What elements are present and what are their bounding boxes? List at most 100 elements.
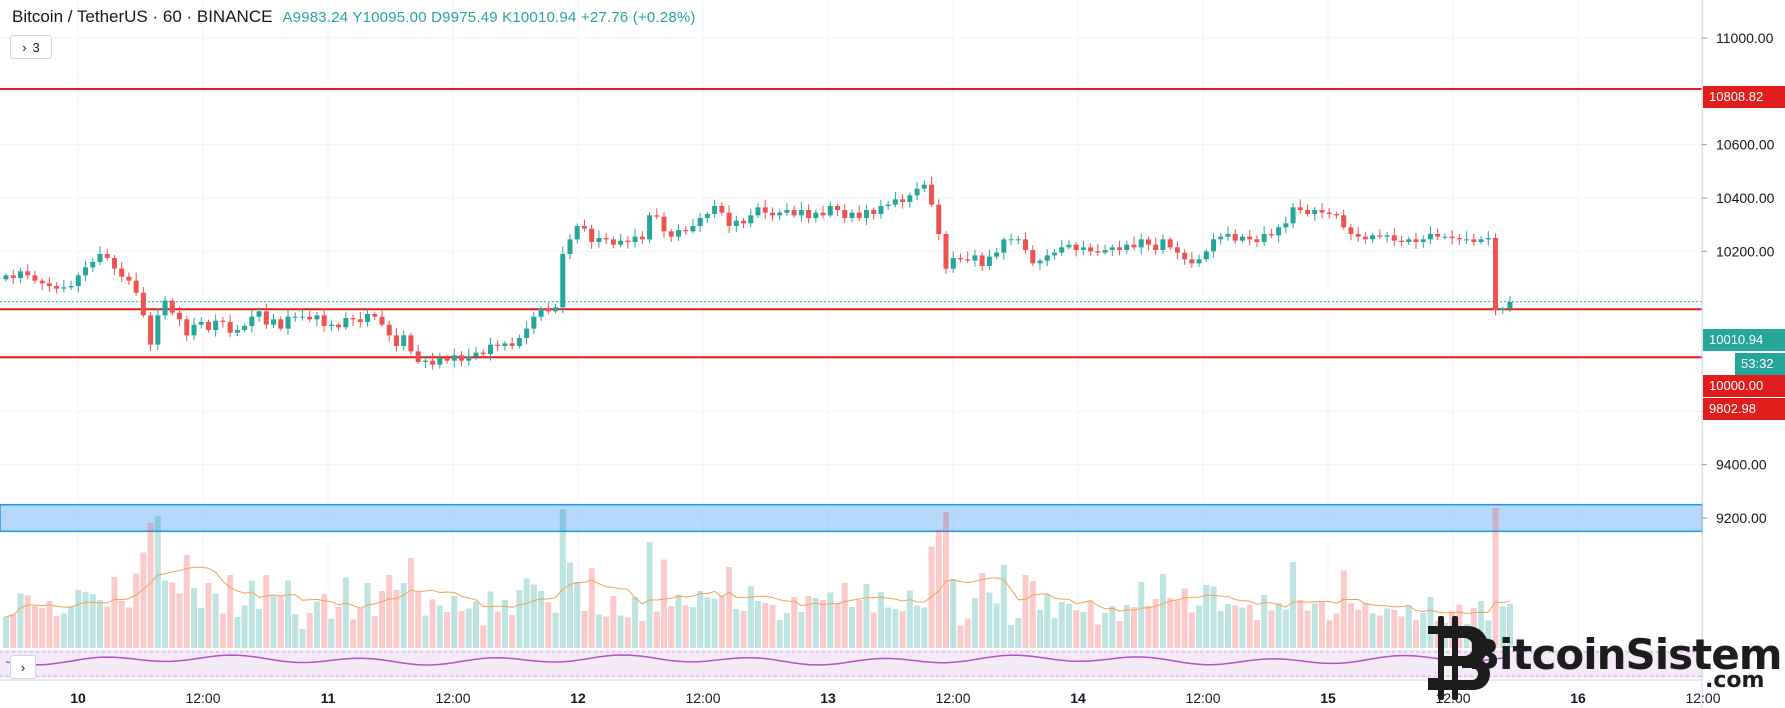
candle-body bbox=[712, 206, 718, 214]
candle-body bbox=[437, 358, 443, 365]
volume-bar bbox=[494, 611, 501, 648]
volume-bar bbox=[1174, 600, 1181, 648]
candle-body bbox=[1297, 207, 1303, 210]
volume-bar bbox=[82, 592, 89, 648]
volume-bar bbox=[1507, 603, 1513, 648]
indicators-toggle-button[interactable]: › 3 bbox=[10, 35, 52, 59]
volume-bar bbox=[1196, 605, 1203, 648]
volume-bar bbox=[1311, 603, 1318, 648]
volume-bar bbox=[436, 605, 443, 648]
candle-body bbox=[791, 210, 797, 216]
candle-body bbox=[133, 280, 139, 293]
volume-bar bbox=[415, 591, 422, 648]
price-tick-label: 9400.00 bbox=[1716, 457, 1767, 473]
candle-body bbox=[994, 252, 1000, 257]
symbol-title[interactable]: Bitcoin / TetherUS · 60 · BINANCE bbox=[12, 7, 273, 26]
candle-body bbox=[285, 316, 291, 329]
candle-body bbox=[1225, 234, 1231, 237]
candle-body bbox=[610, 239, 616, 245]
chevron-right-icon: › bbox=[20, 659, 26, 675]
candle-body bbox=[1131, 244, 1137, 248]
candle-body bbox=[83, 267, 89, 276]
candle-body bbox=[198, 322, 204, 325]
oscillator-toggle-button[interactable]: › bbox=[10, 655, 36, 679]
time-tick-label: 12:00 bbox=[935, 690, 970, 706]
volume-bar bbox=[386, 575, 393, 648]
candle-body bbox=[878, 206, 884, 214]
volume-bar bbox=[726, 567, 733, 648]
volume-bar bbox=[1413, 620, 1419, 648]
volume-bar bbox=[31, 606, 38, 648]
volume-bar bbox=[1340, 570, 1347, 648]
volume-bar bbox=[480, 625, 487, 648]
candle-body bbox=[61, 287, 67, 289]
candle-body bbox=[1500, 308, 1506, 310]
candle-body bbox=[1037, 260, 1043, 264]
volume-bar bbox=[1326, 620, 1333, 648]
volume-bar bbox=[1246, 605, 1253, 648]
round-level-tag: 10000.00 bbox=[1703, 375, 1785, 397]
candle-body bbox=[119, 268, 125, 277]
candle-body bbox=[581, 226, 587, 229]
candle-body bbox=[466, 356, 472, 361]
candle-body bbox=[68, 286, 74, 288]
volume-bar bbox=[1217, 611, 1224, 648]
candle-body bbox=[126, 276, 132, 281]
volume-bar bbox=[1008, 625, 1015, 648]
volume-bar bbox=[1138, 582, 1145, 648]
candle-body bbox=[401, 335, 407, 346]
candle-body bbox=[509, 343, 515, 346]
candle-body bbox=[1109, 247, 1115, 250]
candle-body bbox=[1088, 247, 1094, 252]
candle-body bbox=[177, 312, 183, 320]
volume-bar bbox=[400, 583, 407, 648]
volume-bar bbox=[1022, 575, 1029, 648]
candle-body bbox=[885, 204, 891, 206]
candle-body bbox=[907, 195, 913, 202]
volume-bar bbox=[379, 591, 385, 648]
volume-bar bbox=[1080, 612, 1087, 648]
candle-body bbox=[1001, 239, 1007, 253]
volume-bar bbox=[812, 598, 819, 648]
volume-bar bbox=[964, 618, 971, 648]
volume-bar bbox=[1355, 610, 1362, 648]
volume-bar bbox=[603, 616, 610, 648]
candle-body bbox=[1153, 244, 1159, 250]
volume-bar bbox=[227, 575, 234, 648]
volume-bar bbox=[979, 573, 986, 648]
volume-bar bbox=[1188, 612, 1195, 648]
candle-body bbox=[422, 360, 428, 362]
volume-bar bbox=[17, 593, 24, 648]
candle-body bbox=[936, 204, 942, 234]
candle-body bbox=[806, 210, 812, 218]
volume-bar bbox=[914, 605, 921, 648]
volume-bar bbox=[270, 595, 277, 648]
volume-bar bbox=[133, 573, 140, 648]
volume-bar bbox=[516, 590, 523, 648]
candle-body bbox=[220, 320, 226, 322]
volume-bar bbox=[1492, 508, 1499, 648]
volume-bar bbox=[458, 611, 465, 648]
candle-body bbox=[430, 360, 436, 365]
time-tick-label: 12:00 bbox=[1685, 690, 1720, 706]
candle-body bbox=[148, 315, 154, 345]
candle-body bbox=[675, 230, 681, 237]
volume-bar bbox=[241, 605, 248, 648]
volume-bar bbox=[921, 607, 928, 648]
candle-body bbox=[249, 316, 255, 326]
volume-bar bbox=[1485, 620, 1492, 648]
volume-bar bbox=[1037, 610, 1043, 648]
volume-bar bbox=[928, 546, 935, 648]
volume-bar bbox=[783, 613, 790, 648]
volume-bar bbox=[588, 568, 595, 648]
candle-body bbox=[495, 344, 501, 346]
highlight-zone bbox=[0, 503, 1703, 533]
volume-bar bbox=[567, 562, 573, 648]
candle-body bbox=[1283, 223, 1289, 228]
candle-body bbox=[921, 184, 927, 189]
volume-bar bbox=[820, 600, 827, 648]
candle-body bbox=[343, 318, 349, 328]
candle-body bbox=[950, 258, 956, 269]
